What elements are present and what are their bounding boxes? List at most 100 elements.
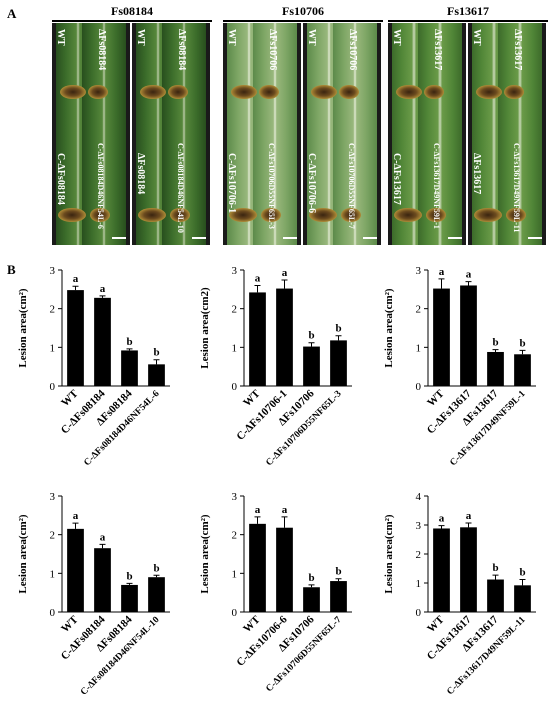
y-tick-label: 3 — [50, 491, 56, 503]
error-bar — [254, 284, 261, 293]
group-underline — [223, 20, 383, 22]
error-bar — [153, 574, 160, 578]
lesion — [396, 85, 422, 99]
error-bar — [281, 279, 288, 289]
significance-letter: a — [466, 510, 472, 522]
bar — [487, 351, 504, 386]
bar — [67, 528, 84, 612]
bar — [121, 350, 138, 386]
lesion — [476, 85, 502, 99]
error-bar — [126, 348, 133, 351]
lesion — [259, 85, 279, 99]
error-bar — [254, 516, 261, 524]
x-tick-label: WT — [241, 613, 263, 635]
significance-letter: b — [126, 336, 132, 348]
significance-letter: a — [255, 504, 261, 516]
leaf-photo: WT ΔFs10706 C-ΔFs10706-1 C-ΔFs10706D55NF65L… — [223, 23, 301, 245]
error-bar — [465, 281, 472, 286]
y-tick-label: 2 — [50, 304, 56, 316]
leaf-strain-label: WT — [471, 29, 482, 46]
y-tick-label: 1 — [50, 568, 56, 580]
bar — [433, 288, 450, 386]
y-axis-label: Lesion area(cm²) — [17, 288, 29, 367]
y-tick-label: 1 — [416, 342, 422, 354]
bar — [94, 297, 111, 386]
bar — [514, 354, 531, 386]
y-tick-label: 1 — [416, 578, 422, 590]
y-tick-label: 3 — [416, 520, 422, 532]
group-title: Fs08184 — [111, 4, 153, 18]
bar — [148, 364, 165, 386]
error-bar — [492, 574, 499, 580]
bar — [94, 548, 111, 612]
bar — [276, 527, 293, 612]
lesion — [341, 208, 361, 222]
lesion — [138, 208, 166, 222]
panel-b-letter: B — [7, 262, 16, 277]
significance-letter: b — [519, 567, 525, 579]
y-tick-label: 4 — [416, 491, 422, 503]
error-bar — [335, 335, 342, 341]
leaf-photo: WT ΔFs08184 C-ΔFs08184 C-ΔFs08184D46NF54L-6 — [52, 23, 130, 245]
bar — [330, 340, 347, 386]
leaf-strain-label: ΔFs13617 — [432, 29, 443, 71]
y-tick-label: 0 — [50, 607, 56, 619]
error-bar — [99, 295, 106, 298]
lesion-area-chart: Lesion area(cm²)0123aWTaC-ΔFs08184bΔFs08… — [17, 265, 170, 468]
lesion-area-chart: Lesion area(cm²)01234aWTaC-ΔFs13617bΔFs1… — [383, 491, 536, 697]
scale-bar — [363, 237, 377, 239]
lesion-area-chart: Lesion area(cm2)0123aWTaC-ΔFs10706-1bΔFs… — [199, 265, 352, 468]
y-tick-label: 0 — [50, 381, 56, 393]
significance-letter: b — [335, 323, 341, 335]
leaf-strain-label: WT — [135, 29, 146, 46]
lesion — [231, 85, 257, 99]
error-bar — [438, 278, 445, 289]
bar — [487, 579, 504, 612]
lesion — [311, 85, 337, 99]
leaf-strain-label: WT — [391, 29, 402, 46]
bar — [121, 584, 138, 612]
y-tick-label: 1 — [50, 342, 56, 354]
lesion-area-chart: Lesion area(cm²)0123aWTaC-ΔFs10706-6bΔFs… — [199, 491, 352, 694]
y-axis-label: Lesion area(cm²) — [383, 288, 395, 367]
lesion — [58, 208, 86, 222]
bar — [249, 523, 266, 612]
error-bar — [335, 578, 342, 582]
lesion — [60, 85, 86, 99]
y-axis-label: Lesion area(cm2) — [199, 287, 211, 369]
y-tick-label: 1 — [232, 342, 238, 354]
y-axis-label: Lesion area(cm²) — [199, 514, 211, 593]
significance-letter: b — [308, 330, 314, 342]
leaf-strain-label: C-ΔFs13617D49NF59L-1 — [432, 143, 441, 229]
bar — [303, 587, 320, 612]
significance-letter: b — [126, 570, 132, 582]
error-bar — [519, 349, 526, 355]
lesion — [474, 208, 502, 222]
error-bar — [465, 522, 472, 528]
leaf-strain-label: ΔFs08184 — [96, 29, 107, 71]
bar — [460, 285, 477, 386]
bar — [303, 346, 320, 386]
scale-bar — [528, 237, 542, 239]
leaf-strain-label: WT — [55, 29, 66, 46]
lesion — [506, 208, 526, 222]
error-bar — [281, 516, 288, 528]
lesion — [88, 85, 108, 99]
leaf-strain-label: C-ΔFs08184D46NF54L-10 — [176, 143, 185, 233]
y-tick-label: 3 — [50, 265, 56, 277]
x-tick-label: WT — [59, 387, 81, 409]
panel-a-letter: A — [7, 6, 17, 21]
leaf-strain-label: C-ΔFs13617 — [391, 153, 402, 205]
leaf-strain-label: C-ΔFs13617D49NF59L-11 — [512, 143, 521, 233]
leaf-strain-label: ΔFs10706 — [267, 29, 278, 71]
y-axis-label: Lesion area(cm²) — [383, 514, 395, 593]
group-title: Fs10706 — [282, 4, 324, 18]
error-bar — [519, 579, 526, 586]
y-tick-label: 0 — [232, 607, 238, 619]
leaf-photo: WT ΔFs13617 C-ΔFs13617 C-ΔFs13617D49NF59L-1 — [388, 23, 466, 245]
significance-letter: b — [153, 562, 159, 574]
significance-letter: a — [73, 273, 79, 285]
error-bar — [308, 342, 315, 347]
lesion — [90, 208, 110, 222]
